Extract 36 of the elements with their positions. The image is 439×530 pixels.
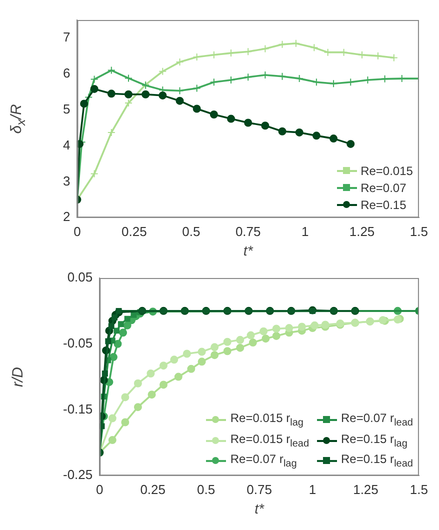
x-axis-title: t* xyxy=(243,242,254,258)
x-tick-label: 0.25 xyxy=(140,482,166,497)
x-tick-label: 0 xyxy=(96,482,104,497)
x-tick-label: 0.5 xyxy=(197,482,216,497)
x-tick-label: 0.25 xyxy=(122,224,147,239)
x-tick-label: 0.75 xyxy=(246,482,272,497)
y-tick-label: -0.05 xyxy=(62,335,93,350)
legend-label: Re=0.015 r$_{lag}$ xyxy=(230,411,304,429)
y-axis-title: r/D xyxy=(10,366,26,387)
x-tick-label: 0.75 xyxy=(235,224,261,239)
x-tick-label: 1.5 xyxy=(410,224,428,239)
legend-label: Re=0.07 r$_{lead}$ xyxy=(341,411,413,429)
legend-label: Re=0.015 xyxy=(360,164,413,178)
x-tick-label: 1.5 xyxy=(410,482,428,497)
y-tick-label: 3 xyxy=(62,173,70,188)
x-tick-label: 0.5 xyxy=(182,224,200,239)
y-tick-label: 0.05 xyxy=(67,270,93,285)
legend-label: Re=0.07 r$_{lag}$ xyxy=(230,452,297,470)
y-tick-label: -0.25 xyxy=(62,467,93,482)
legend-label: Re=0.07 xyxy=(360,180,406,195)
y-tick-label: 4 xyxy=(62,137,70,152)
x-tick-label: 0 xyxy=(74,224,81,239)
legend-label: Re=0.15 r$_{lag}$ xyxy=(341,432,408,450)
x-axis-title: t* xyxy=(254,500,265,516)
y-tick-label: 6 xyxy=(62,65,70,80)
legend-label: Re=0.15 r$_{lead}$ xyxy=(341,452,413,470)
x-tick-label: 1 xyxy=(301,224,309,239)
y-tick-label: 2 xyxy=(62,209,70,224)
y-tick-label: 5 xyxy=(62,101,70,116)
y-tick-label: -0.15 xyxy=(62,401,93,416)
x-tick-label: 1.25 xyxy=(349,224,375,239)
x-tick-label: 1.25 xyxy=(353,482,378,497)
y-tick-label: 7 xyxy=(62,30,70,45)
legend-label: Re=0.15 xyxy=(360,198,406,212)
legend-label: Re=0.015 r$_{lead}$ xyxy=(230,432,310,450)
x-tick-label: 1 xyxy=(308,482,316,497)
